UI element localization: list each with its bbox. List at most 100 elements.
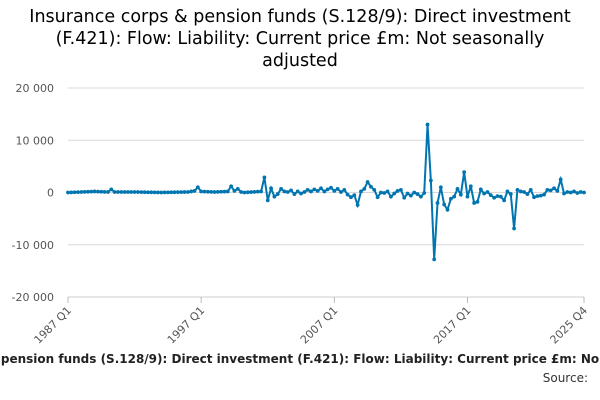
data-point bbox=[515, 187, 520, 192]
data-point bbox=[159, 190, 164, 195]
x-tick-label: 2007 Q1 bbox=[298, 304, 341, 347]
data-point bbox=[488, 193, 493, 198]
data-point bbox=[455, 186, 460, 191]
data-point bbox=[262, 175, 267, 180]
data-point bbox=[239, 190, 244, 194]
data-point bbox=[185, 190, 190, 194]
data-point bbox=[532, 195, 536, 200]
data-point bbox=[389, 194, 393, 199]
data-point bbox=[182, 190, 187, 194]
data-point bbox=[72, 190, 77, 195]
data-point bbox=[555, 189, 560, 193]
data-point bbox=[325, 187, 330, 192]
data-point bbox=[279, 186, 283, 191]
data-point bbox=[465, 194, 470, 199]
data-point bbox=[126, 190, 130, 194]
data-point bbox=[345, 192, 350, 197]
data-point bbox=[292, 192, 297, 196]
data-point bbox=[322, 189, 327, 194]
data-point bbox=[136, 190, 140, 194]
data-point bbox=[119, 190, 124, 194]
data-point bbox=[542, 192, 546, 197]
data-point bbox=[265, 198, 270, 203]
chart-title: Insurance corps & pension funds (S.128/9… bbox=[29, 7, 571, 71]
data-point bbox=[255, 189, 260, 194]
data-point bbox=[352, 193, 357, 198]
data-point bbox=[485, 190, 490, 194]
data-point bbox=[425, 122, 430, 127]
data-point bbox=[395, 189, 400, 193]
data-point bbox=[329, 185, 333, 190]
data-point bbox=[69, 190, 74, 195]
data-point bbox=[442, 202, 447, 207]
data-point bbox=[146, 190, 150, 195]
data-point bbox=[99, 189, 104, 194]
data-point bbox=[572, 189, 576, 194]
data-point bbox=[575, 191, 580, 195]
data-point bbox=[179, 190, 184, 195]
data-point bbox=[578, 190, 583, 194]
data-point bbox=[468, 184, 473, 189]
data-point bbox=[285, 190, 290, 194]
data-point bbox=[432, 257, 437, 262]
data-point bbox=[365, 180, 370, 184]
data-point bbox=[568, 190, 573, 195]
series-layer bbox=[66, 122, 586, 262]
data-point bbox=[548, 188, 553, 193]
data-point bbox=[189, 189, 194, 194]
data-point bbox=[155, 190, 160, 195]
data-point bbox=[452, 194, 457, 199]
data-point bbox=[149, 190, 154, 195]
data-point bbox=[405, 191, 410, 196]
data-point bbox=[106, 190, 110, 194]
data-point bbox=[96, 189, 100, 194]
data-point bbox=[502, 198, 506, 203]
x-tick-label: 1997 Q1 bbox=[165, 304, 208, 347]
data-point bbox=[362, 186, 367, 191]
data-point bbox=[342, 187, 347, 192]
data-point bbox=[282, 189, 287, 194]
data-point bbox=[76, 190, 80, 195]
data-point bbox=[375, 195, 380, 200]
data-point bbox=[335, 186, 340, 191]
data-point bbox=[249, 190, 254, 194]
data-point bbox=[102, 189, 107, 194]
y-tick-label: -10 000 bbox=[12, 239, 54, 252]
x-tick-label: 2025 Q4 bbox=[548, 304, 591, 347]
data-point bbox=[172, 190, 177, 195]
data-point bbox=[225, 189, 230, 194]
data-point bbox=[495, 194, 500, 199]
data-point bbox=[89, 189, 94, 194]
data-point bbox=[435, 201, 440, 205]
data-point bbox=[129, 190, 134, 194]
data-point bbox=[558, 177, 563, 182]
data-point bbox=[482, 191, 487, 196]
data-point bbox=[339, 190, 343, 194]
data-point bbox=[295, 189, 300, 194]
data-point bbox=[269, 186, 273, 191]
data-point bbox=[379, 190, 383, 195]
data-point bbox=[165, 190, 170, 195]
data-point bbox=[369, 184, 373, 189]
data-point bbox=[448, 196, 453, 201]
data-point bbox=[428, 178, 433, 183]
data-point bbox=[538, 193, 543, 198]
data-point bbox=[332, 189, 337, 193]
data-point bbox=[162, 190, 167, 195]
data-point bbox=[562, 191, 566, 196]
data-point bbox=[232, 189, 237, 193]
data-point bbox=[525, 192, 530, 196]
data-point bbox=[392, 191, 397, 196]
data-point bbox=[355, 203, 360, 207]
data-point bbox=[528, 187, 533, 192]
data-point bbox=[458, 192, 463, 197]
data-point bbox=[132, 190, 137, 194]
data-point bbox=[142, 190, 147, 195]
data-point bbox=[109, 187, 114, 192]
y-tick-label: 0 bbox=[47, 187, 54, 200]
x-tick-label: 2017 Q1 bbox=[431, 304, 474, 347]
data-point bbox=[399, 187, 403, 192]
data-point bbox=[205, 189, 210, 194]
data-point bbox=[245, 190, 250, 195]
